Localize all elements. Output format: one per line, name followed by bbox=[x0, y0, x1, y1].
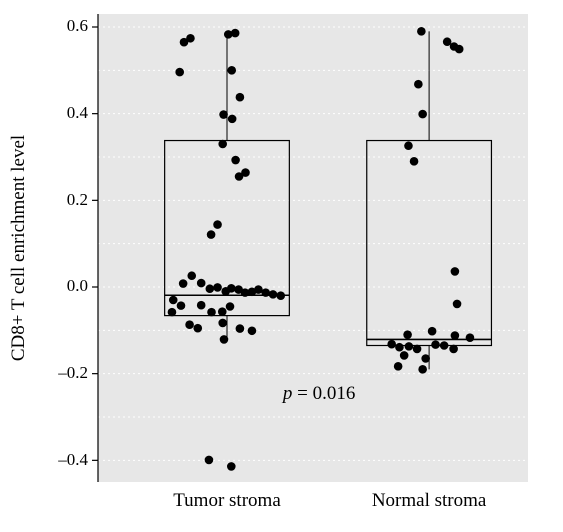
y-axis-label: CD8+ T cell enrichment level bbox=[8, 135, 30, 361]
y-tick-label: 0.2 bbox=[67, 190, 88, 210]
y-tick-label: 0.0 bbox=[67, 276, 88, 296]
y-tick-label: 0.4 bbox=[67, 103, 88, 123]
p-value-annotation: p = 0.016 bbox=[283, 383, 355, 405]
y-tick-label: –0.4 bbox=[58, 450, 88, 470]
category-label: Normal stroma bbox=[372, 490, 487, 512]
category-label: Tumor stroma bbox=[173, 490, 281, 512]
y-tick-label: 0.6 bbox=[67, 16, 88, 36]
boxplot-figure: CD8+ T cell enrichment level –0.4 –0.2 0.0… bbox=[0, 0, 563, 532]
y-tick-label: –0.2 bbox=[58, 363, 88, 383]
